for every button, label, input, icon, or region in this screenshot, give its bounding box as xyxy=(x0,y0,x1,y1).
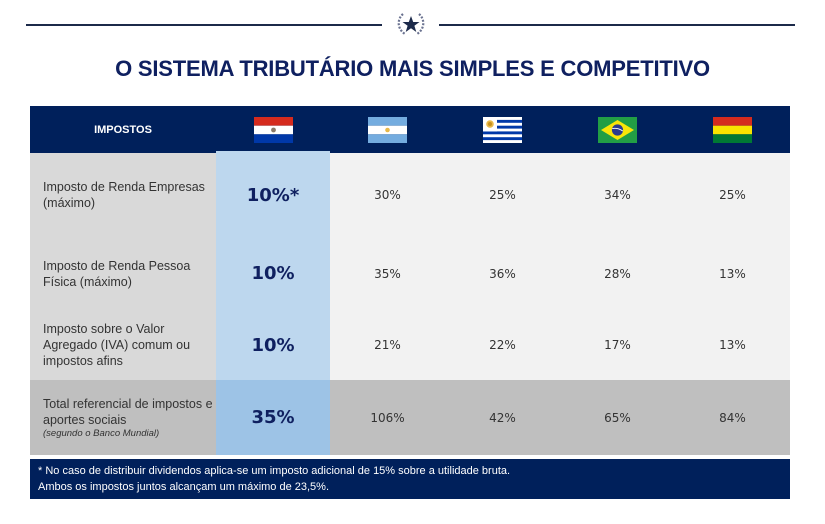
value-brazil: 28% xyxy=(560,237,675,310)
value-argentina: 35% xyxy=(330,237,445,310)
column-header-brazil xyxy=(560,106,675,153)
value-argentina: 106% xyxy=(330,380,445,455)
column-header-impostos: IMPOSTOS xyxy=(94,123,152,136)
value-uruguay: 42% xyxy=(445,380,560,455)
row-label: Imposto de Renda Pessoa Física (máximo) xyxy=(30,237,216,310)
table-row-total-referencial: Total referencial de impostos e aportes … xyxy=(30,380,790,455)
column-header-argentina xyxy=(330,106,445,153)
header-rule-right xyxy=(439,24,795,26)
value-brazil: 34% xyxy=(560,153,675,237)
row-label: Total referencial de impostos e aportes … xyxy=(30,380,216,455)
value-paraguay: 35% xyxy=(216,380,330,455)
value-uruguay: 22% xyxy=(445,310,560,380)
value-bolivia: 25% xyxy=(675,153,790,237)
value-brazil: 65% xyxy=(560,380,675,455)
value-paraguay: 10% xyxy=(216,237,330,310)
brazil-flag-icon xyxy=(598,116,637,143)
footnote-line-2: Ambos os impostos juntos alcançam um máx… xyxy=(38,481,330,493)
value-brazil: 17% xyxy=(560,310,675,380)
row-label-text: Imposto de Renda Pessoa Física (máximo) xyxy=(43,258,191,289)
table-row-iva: Imposto sobre o Valor Agregado (IVA) com… xyxy=(30,310,790,380)
page-title: O SISTEMA TRIBUTÁRIO MAIS SIMPLES E COMP… xyxy=(115,56,710,81)
column-header-bolivia xyxy=(675,106,790,153)
footnote: * No caso de distribuir dividendos aplic… xyxy=(30,459,790,499)
row-label-note: (segundo o Banco Mundial) xyxy=(43,427,160,439)
value-uruguay: 36% xyxy=(445,237,560,310)
paraguay-flag-icon xyxy=(253,116,293,143)
row-label: Imposto sobre o Valor Agregado (IVA) com… xyxy=(30,310,216,380)
tax-comparison-table: IMPOSTOS xyxy=(30,106,790,455)
table-header-row: IMPOSTOS xyxy=(30,106,790,153)
value-argentina: 21% xyxy=(330,310,445,380)
row-label-text: Total referencial de impostos e aportes … xyxy=(43,396,213,427)
column-header-paraguay xyxy=(216,106,330,153)
value-paraguay: 10%* xyxy=(216,153,330,237)
value-bolivia: 13% xyxy=(675,237,790,310)
row-label-text: Imposto sobre o Valor Agregado (IVA) com… xyxy=(43,322,191,368)
value-paraguay: 10% xyxy=(216,310,330,380)
value-bolivia: 13% xyxy=(675,310,790,380)
table-row-imposto-renda-pessoa-fisica: Imposto de Renda Pessoa Física (máximo) … xyxy=(30,237,790,310)
column-header-uruguay xyxy=(445,106,560,153)
bolivia-flag-icon xyxy=(713,116,752,143)
value-bolivia: 84% xyxy=(675,380,790,455)
argentina-flag-icon xyxy=(368,116,407,143)
row-label-text-wrap: Total referencial de impostos e aportes … xyxy=(43,396,216,440)
header-rule-left xyxy=(26,24,382,26)
row-label-text: Imposto de Renda Empresas (máximo) xyxy=(43,180,205,210)
value-argentina: 30% xyxy=(330,153,445,237)
table-row-imposto-renda-empresas: Imposto de Renda Empresas (máximo) 10%* … xyxy=(30,153,790,237)
value-uruguay: 25% xyxy=(445,153,560,237)
star-laurel-emblem-icon xyxy=(397,13,425,35)
footnote-line-1: * No caso de distribuir dividendos aplic… xyxy=(38,465,511,477)
row-label: Imposto de Renda Empresas (máximo) xyxy=(30,153,216,237)
uruguay-flag-icon xyxy=(483,116,522,143)
